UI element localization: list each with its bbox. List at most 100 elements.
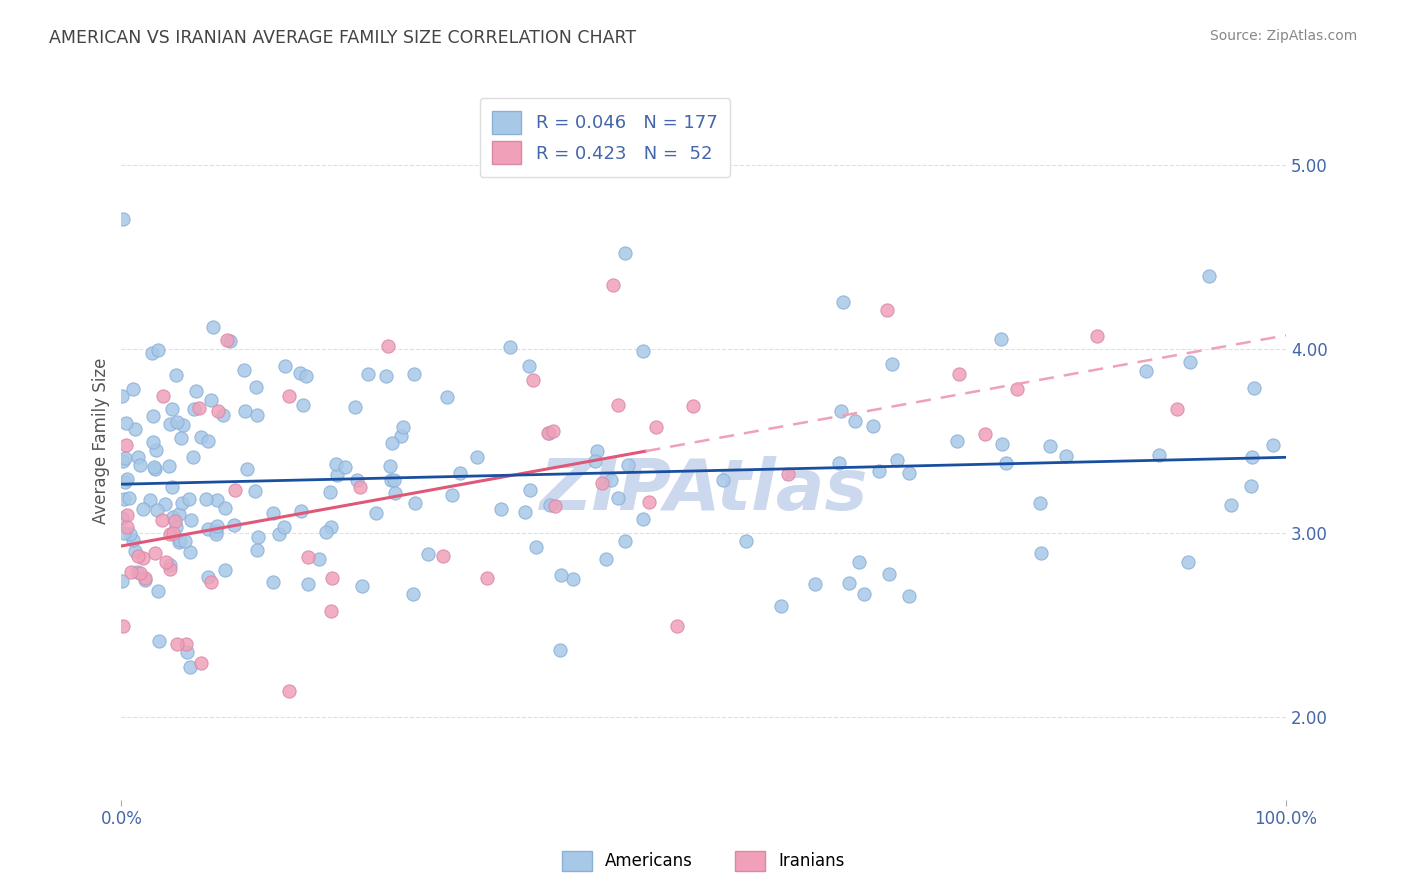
Point: [830, 403, 852, 417]
Point: [127, 549, 149, 563]
Legend: Americans, Iranians: Americans, Iranians: [554, 842, 852, 880]
Point: [595, 552, 617, 566]
Point: [183, 402, 205, 417]
Point: [344, 401, 367, 415]
Point: [219, 334, 242, 348]
Point: [402, 587, 425, 601]
Point: [1029, 496, 1052, 510]
Point: [197, 434, 219, 448]
Point: [325, 468, 347, 483]
Point: [201, 320, 224, 334]
Point: [179, 545, 201, 559]
Point: [1178, 355, 1201, 369]
Point: [142, 435, 165, 450]
Point: [170, 431, 193, 445]
Point: [148, 633, 170, 648]
Point: [117, 491, 139, 506]
Point: [172, 418, 194, 433]
Point: [278, 684, 301, 698]
Point: [262, 575, 284, 590]
Point: [194, 491, 217, 506]
Point: [172, 496, 194, 510]
Point: [245, 380, 267, 394]
Point: [1166, 402, 1188, 417]
Point: [607, 398, 630, 412]
Point: [548, 643, 571, 657]
Point: [169, 533, 191, 547]
Point: [217, 333, 239, 347]
Point: [246, 530, 269, 544]
Point: [187, 401, 209, 416]
Point: [380, 458, 402, 473]
Point: [449, 466, 471, 480]
Point: [879, 567, 901, 582]
Point: [321, 571, 343, 585]
Point: [828, 457, 851, 471]
Point: [318, 484, 340, 499]
Point: [121, 382, 143, 396]
Point: [315, 524, 337, 539]
Point: [214, 563, 236, 577]
Point: [122, 533, 145, 547]
Text: AMERICAN VS IRANIAN AVERAGE FAMILY SIZE CORRELATION CHART: AMERICAN VS IRANIAN AVERAGE FAMILY SIZE …: [49, 29, 637, 46]
Point: [377, 339, 399, 353]
Point: [778, 467, 800, 481]
Point: [165, 514, 187, 528]
Point: [734, 533, 756, 548]
Point: [233, 404, 256, 418]
Point: [382, 473, 405, 487]
Point: [645, 420, 668, 434]
Point: [561, 572, 583, 586]
Point: [176, 645, 198, 659]
Point: [162, 525, 184, 540]
Point: [111, 454, 134, 468]
Point: [844, 414, 866, 428]
Point: [274, 359, 297, 373]
Point: [1039, 439, 1062, 453]
Point: [115, 519, 138, 533]
Text: Source: ZipAtlas.com: Source: ZipAtlas.com: [1209, 29, 1357, 43]
Point: [132, 502, 155, 516]
Point: [436, 390, 458, 404]
Point: [143, 461, 166, 475]
Point: [852, 587, 875, 601]
Point: [155, 555, 177, 569]
Point: [375, 369, 398, 384]
Point: [308, 552, 330, 566]
Point: [197, 522, 219, 536]
Point: [174, 637, 197, 651]
Point: [524, 541, 547, 555]
Point: [380, 473, 402, 487]
Point: [1054, 449, 1077, 463]
Point: [832, 294, 855, 309]
Point: [441, 488, 464, 502]
Point: [291, 398, 314, 412]
Point: [1005, 382, 1028, 396]
Point: [475, 572, 498, 586]
Point: [262, 506, 284, 520]
Point: [186, 384, 208, 398]
Point: [269, 526, 291, 541]
Point: [197, 570, 219, 584]
Point: [273, 520, 295, 534]
Point: [990, 332, 1012, 346]
Point: [364, 506, 387, 520]
Point: [141, 409, 163, 423]
Point: [1085, 329, 1108, 343]
Point: [166, 637, 188, 651]
Point: [115, 416, 138, 430]
Point: [111, 574, 134, 588]
Point: [392, 420, 415, 434]
Legend: R = 0.046   N = 177, R = 0.423   N =  52: R = 0.046 N = 177, R = 0.423 N = 52: [479, 98, 730, 177]
Point: [536, 426, 558, 441]
Point: [145, 442, 167, 457]
Point: [173, 533, 195, 548]
Point: [862, 418, 884, 433]
Point: [1135, 364, 1157, 378]
Point: [295, 369, 318, 384]
Point: [159, 417, 181, 431]
Point: [946, 434, 969, 449]
Point: [465, 450, 488, 465]
Point: [233, 363, 256, 377]
Point: [112, 492, 135, 507]
